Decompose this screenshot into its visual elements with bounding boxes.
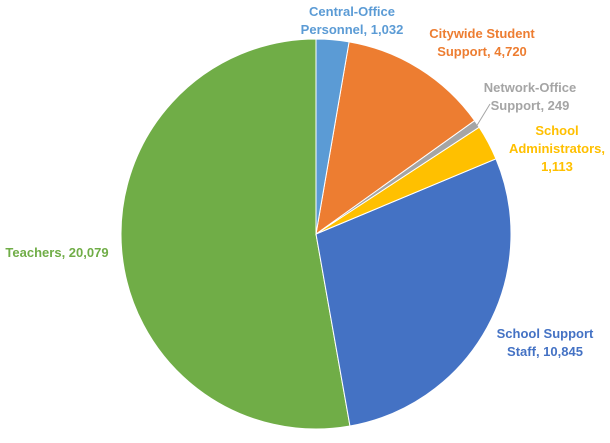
pie-slice xyxy=(315,158,512,427)
label-value: 20,079 xyxy=(68,245,109,260)
label-category: Central-Office Personnel xyxy=(300,4,395,37)
label-value: 249 xyxy=(547,98,570,113)
data-label: Central-Office Personnel, 1,032 xyxy=(300,4,404,37)
label-value: 10,845 xyxy=(543,344,583,359)
label-category: School Support Staff xyxy=(496,326,594,359)
label-value: 1,113 xyxy=(541,159,573,174)
leader-line xyxy=(475,103,491,128)
label-category: Network-Office Support xyxy=(483,80,577,113)
data-label: School Support Staff, 10,845 xyxy=(496,326,594,359)
pie-slice xyxy=(120,38,351,430)
pie-slice xyxy=(315,41,476,236)
label-category: Citywide Student Support xyxy=(429,26,535,59)
data-label: Network-Office Support, 249 xyxy=(483,80,577,113)
label-category: Teachers xyxy=(5,245,62,260)
data-label: Citywide Student Support, 4,720 xyxy=(429,26,535,59)
data-label: Teachers, 20,079 xyxy=(5,245,109,260)
label-category: School Administrators xyxy=(508,123,602,156)
data-label: School Administrators, 1,113 xyxy=(508,123,606,174)
label-value: 1,032 xyxy=(370,22,404,37)
label-value: 4,720 xyxy=(494,44,527,59)
pie-slice xyxy=(315,38,350,235)
